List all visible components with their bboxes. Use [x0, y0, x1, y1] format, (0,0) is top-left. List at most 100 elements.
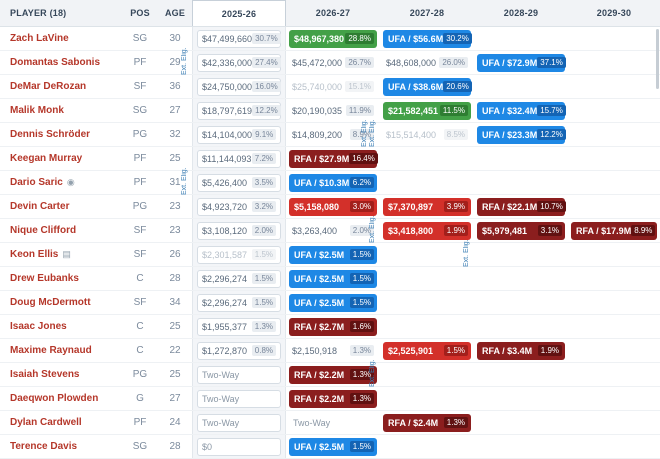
col-header-season-2025-26[interactable]: 2025-26 — [192, 0, 286, 26]
player-link[interactable]: Dennis Schröder — [10, 129, 91, 140]
salary-cell: $2,525,901 1.5% — [380, 339, 474, 362]
player-position: C — [136, 345, 144, 356]
contract-type-label: Two-Way — [202, 369, 240, 380]
cap-percent-badge: 2.0% — [251, 225, 276, 236]
salary-cell — [474, 363, 568, 386]
player-link[interactable]: Maxime Raynaud — [10, 345, 92, 356]
player-link[interactable]: Devin Carter — [10, 201, 70, 212]
salary-cell — [568, 267, 660, 290]
current-season-box: $1,955,377 1.3% — [197, 317, 281, 336]
player-link[interactable]: Drew Eubanks — [10, 273, 79, 284]
salary-value: $5,426,400 — [202, 177, 248, 188]
player-position: PF — [133, 417, 147, 428]
cap-percent-badge: 8.5% — [443, 129, 468, 140]
salary-cell: Two-Way — [192, 363, 286, 386]
player-link[interactable]: Doug McDermott — [10, 297, 91, 308]
ufa-pill: UFA / $38.6M 20.6% — [383, 77, 472, 96]
salary-value: $1,272,870 — [202, 345, 248, 356]
player-age: 27 — [169, 393, 181, 404]
table-row: Malik Monk SG 27 $18,797,619 12.2% $20,190,03… — [0, 99, 660, 123]
player-age: 34 — [169, 297, 181, 308]
col-header-season-2027-28[interactable]: 2027-28 — [409, 8, 445, 18]
salary-cell — [380, 171, 474, 194]
current-season-box: $3,108,120 2.0% — [197, 221, 281, 240]
player-link[interactable]: Zach LaVine — [10, 33, 69, 44]
cap-percent-badge: 1.5% — [349, 297, 374, 308]
cap-percent-badge: 9.1% — [252, 129, 277, 140]
salary-cell: $15,514,400 8.5% — [380, 123, 474, 146]
salary-cell: UFA / $2.5M 1.5% — [286, 291, 380, 314]
salary-cell: UFA / $38.6M 20.6% — [380, 75, 474, 98]
player-age: 32 — [169, 129, 181, 140]
salary-cell: $1,272,870 0.8% — [192, 339, 286, 362]
col-header-season-2028-29[interactable]: 2028-29 — [503, 8, 539, 18]
current-season-box: $1,272,870 0.8% — [197, 341, 281, 360]
salary-value: $48,608,000 — [386, 57, 437, 68]
table-row: Isaac Jones C 25 $1,955,377 1.3% RFA / $2.7M 1… — [0, 315, 660, 339]
player-link[interactable]: Terence Davis — [10, 441, 78, 452]
ext-elig-label: Ext. Elig. — [369, 359, 376, 387]
salary-value: UFA / $2.5M — [294, 441, 345, 452]
player-link[interactable]: DeMar DeRozan — [10, 81, 87, 92]
player-position: SG — [132, 33, 148, 44]
table-row: Domantas Sabonis PF 29 $42,336,000 27.4% $45,… — [0, 51, 660, 75]
salary-value: $25,740,000 — [292, 81, 343, 92]
salary-cell — [568, 243, 660, 266]
current-season-box: $24,750,000 16.0% — [197, 77, 281, 96]
salary-cell — [380, 243, 474, 266]
player-age: 23 — [169, 201, 181, 212]
player-age: 36 — [169, 81, 181, 92]
col-header-season-2026-27[interactable]: 2026-27 — [315, 8, 351, 18]
current-season-box: $47,499,660 30.7% — [197, 29, 281, 48]
player-option-pill: $48,967,380 28.8% — [289, 29, 377, 48]
player-link[interactable]: Nique Clifford — [10, 225, 77, 236]
salary-value: $2,296,274 — [202, 297, 248, 308]
salary-cell — [568, 99, 660, 122]
player-link[interactable]: Dylan Cardwell — [10, 417, 82, 428]
table-row: Isaiah Stevens PG 25 Two-Way RFA / $2.2M 1.3% — [0, 363, 660, 387]
salary-cell: RFA / $17.9M 8.9% — [568, 219, 660, 242]
player-option-pill: $21,582,451 11.5% — [383, 101, 471, 120]
cap-percent-badge: 16.4% — [349, 153, 378, 164]
player-cell: Dylan Cardwell — [0, 411, 122, 434]
salary-value: UFA / $38.6M — [388, 81, 444, 92]
player-link[interactable]: Isaac Jones — [10, 321, 67, 332]
player-cell: Drew Eubanks — [0, 267, 122, 290]
player-position: PF — [133, 177, 147, 188]
salary-cell — [474, 267, 568, 290]
cap-percent-badge: 16.0% — [252, 81, 281, 92]
salary-cell — [568, 339, 660, 362]
player-link[interactable]: Daeqwon Plowden — [10, 393, 99, 404]
table-row: Keon Ellis ▤ SF 26 $2,301,587 1.5% UFA / $2.5M… — [0, 243, 660, 267]
current-season-box: $11,144,093 7.2% — [197, 149, 281, 168]
col-header-season-2029-30[interactable]: 2029-30 — [596, 8, 632, 18]
col-header-player[interactable]: PLAYER (18) — [10, 8, 67, 18]
rfa-pill: RFA / $2.2M 1.3% — [289, 365, 377, 384]
scrollbar-thumb[interactable] — [656, 29, 659, 89]
salary-cell: $47,499,660 30.7% — [192, 27, 286, 50]
player-link[interactable]: Malik Monk — [10, 105, 64, 116]
cap-percent-badge: 37.1% — [537, 57, 566, 68]
player-link[interactable]: Domantas Sabonis — [10, 57, 101, 68]
salary-cell: $4,923,720 3.2% — [192, 195, 286, 218]
current-season-box: Two-Way — [197, 413, 281, 432]
cap-percent-badge: 15.1% — [345, 81, 374, 92]
player-link[interactable]: Keon Ellis — [10, 249, 59, 260]
salary-value: $20,190,035 — [292, 105, 343, 116]
col-header-pos[interactable]: POS — [130, 8, 150, 18]
player-link[interactable]: Dario Saric — [10, 177, 63, 188]
salary-cell: $45,472,000 26.7% — [286, 51, 380, 74]
salary-cell — [568, 27, 660, 50]
player-link[interactable]: Keegan Murray — [10, 153, 83, 164]
player-link[interactable]: Isaiah Stevens — [10, 369, 80, 380]
salary-value: $2,525,901 — [388, 345, 434, 356]
cap-percent-badge: 3.2% — [251, 201, 276, 212]
ext-elig-label: Ext. Elig. — [181, 47, 188, 75]
cap-percent-badge: 1.5% — [251, 249, 276, 260]
salary-cell: $2,296,274 1.5% — [192, 291, 286, 314]
salary-cell: Two-Way — [192, 411, 286, 434]
col-header-age[interactable]: AGE — [164, 8, 186, 18]
cap-percent-badge: 3.1% — [537, 225, 562, 236]
salary-cell — [568, 411, 660, 434]
salary-cell: $14,809,200 8.9% — [286, 123, 380, 146]
